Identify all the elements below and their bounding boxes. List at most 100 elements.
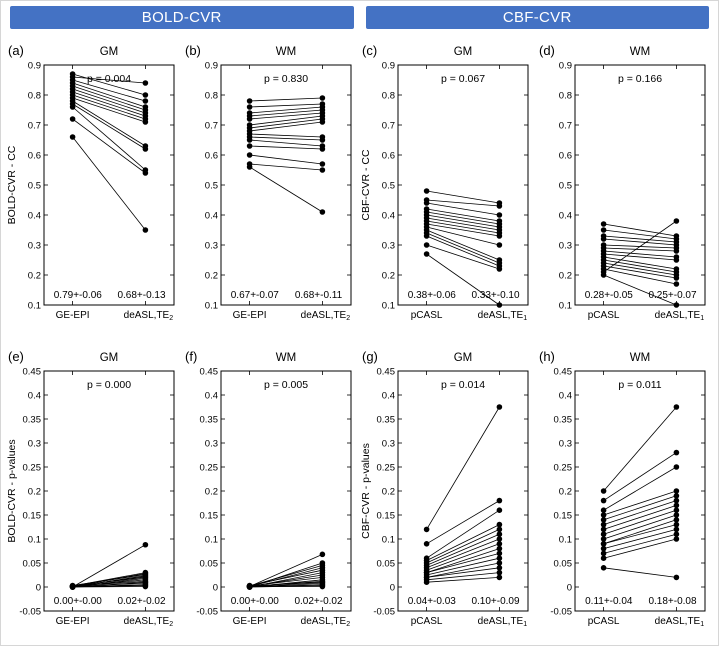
- p-value-label: p = 0.011: [618, 379, 661, 391]
- subject-line: [72, 82, 146, 108]
- data-point: [600, 521, 607, 528]
- panel-plot-g: (g) GM 0.45 0.4 0.35 0.3 0.25 0.2 0.15 0.1 0.05 0 -0…: [360, 349, 529, 628]
- subject-line: [603, 514, 677, 540]
- x-tick-label-right: deASL,TE1: [655, 310, 705, 322]
- data-point: [423, 200, 430, 206]
- x-tick-label-left: GE-EPI: [233, 616, 267, 627]
- subject-line: [249, 133, 323, 138]
- data-point: [246, 98, 253, 104]
- panels-grid: (a) GM 0.9 0.8 0.7 0.6 0.5 0.4 0.3 0.2 0.1 p = 0.00…: [1, 29, 718, 635]
- data-point: [673, 248, 680, 254]
- data-point: [246, 152, 253, 158]
- x-tick-label-right: deASL,TE2: [124, 616, 174, 628]
- y-tick-label: 0.3: [382, 240, 395, 251]
- stat-left: 0.38+-0.06: [408, 290, 457, 301]
- data-point: [423, 251, 430, 257]
- subject-line: [72, 88, 146, 114]
- data-point: [673, 574, 680, 581]
- subject-line: [426, 232, 500, 264]
- y-tick-label: 0.2: [28, 270, 41, 281]
- data-point: [423, 188, 430, 194]
- data-point: [673, 275, 680, 281]
- p-value-label: p = 0.067: [441, 73, 485, 85]
- subject-line: [426, 548, 500, 573]
- data-point: [246, 137, 253, 143]
- subject-line: [603, 466, 677, 511]
- p-value-label: p = 0.005: [264, 379, 308, 391]
- y-tick-label: 0.45: [377, 366, 396, 377]
- stat-right: 0.33+-0.10: [471, 290, 520, 301]
- y-tick-label: 0.9: [382, 60, 395, 71]
- subject-line: [603, 533, 677, 554]
- panel-title: GM: [454, 46, 473, 58]
- y-tick-label: 0.45: [200, 366, 219, 377]
- data-point: [142, 583, 149, 590]
- p-value-label: p = 0.000: [87, 379, 131, 391]
- p-value-label: p = 0.014: [441, 379, 485, 391]
- subject-line: [426, 199, 500, 207]
- data-point: [319, 95, 326, 101]
- stat-right: 0.25+-0.07: [648, 290, 697, 301]
- subject-line: [426, 211, 500, 225]
- data-point: [496, 233, 503, 239]
- stat-right: 0.10+-0.09: [471, 596, 520, 607]
- subject-line: [72, 580, 146, 587]
- data-point: [600, 541, 607, 547]
- subject-line: [249, 163, 323, 171]
- data-point: [423, 579, 430, 585]
- y-tick-label: 0.6: [382, 150, 395, 161]
- y-tick-label: 0: [390, 582, 395, 593]
- subject-line: [426, 229, 500, 261]
- subject-line: [72, 73, 146, 96]
- subject-line: [426, 562, 500, 578]
- data-point: [142, 146, 149, 152]
- stat-right: 0.68+-0.13: [117, 290, 166, 301]
- subject-line: [72, 91, 146, 117]
- y-tick-label: 0.1: [205, 534, 218, 545]
- data-point: [673, 488, 680, 494]
- data-point: [319, 161, 326, 167]
- panel-letter: (f): [185, 349, 197, 364]
- subject-line: [603, 265, 677, 279]
- stat-right: 0.18+-0.08: [648, 596, 697, 607]
- y-tick-label: 0.05: [200, 558, 219, 569]
- panel-d: (d) WM 0.9 0.8 0.7 0.6 0.5 0.4 0.3 0.2 0.1 p = 0.16…: [537, 37, 713, 329]
- data-point: [496, 242, 503, 248]
- y-tick-label: 0.9: [205, 60, 218, 71]
- panel-plot-h: (h) WM 0.45 0.4 0.35 0.3 0.25 0.2 0.15 0.1 0.05 0 -0…: [539, 349, 706, 628]
- panel-letter: (h): [539, 349, 555, 364]
- y-tick-label: 0.5: [205, 180, 218, 191]
- subject-line: [603, 247, 677, 252]
- panel-letter: (b): [185, 43, 201, 58]
- y-tick-label: 0.2: [28, 486, 41, 497]
- axes-box: [43, 370, 175, 612]
- group-header-cbf-cvr: CBF-CVR: [365, 6, 709, 29]
- x-tick-label-left: GE-EPI: [56, 616, 90, 627]
- y-tick-label: 0.6: [559, 150, 572, 161]
- subject-line: [603, 529, 677, 549]
- group-headers: BOLD-CVR CBF-CVR: [1, 1, 718, 29]
- axes-box: [574, 370, 706, 612]
- subject-line: [72, 76, 146, 84]
- y-tick-label: 0.3: [28, 438, 41, 449]
- data-point: [423, 242, 430, 248]
- y-axis-label: CBF-CVR - CC: [360, 149, 372, 221]
- subject-line: [426, 538, 500, 569]
- panel-plot-d: (d) WM 0.9 0.8 0.7 0.6 0.5 0.4 0.3 0.2 0.1 p = 0.16…: [539, 43, 706, 322]
- data-point: [142, 227, 149, 233]
- subject-line: [72, 136, 146, 231]
- subject-line: [249, 106, 323, 114]
- x-tick-label-left: pCASL: [588, 616, 620, 627]
- y-tick-label: 0: [36, 582, 41, 593]
- subject-line: [603, 490, 677, 516]
- stat-left: 0.04+-0.03: [408, 596, 457, 607]
- data-point: [69, 104, 76, 110]
- y-tick-label: 0.3: [559, 438, 572, 449]
- axes-box: [574, 64, 706, 306]
- subject-line: [426, 244, 500, 270]
- panel-title: WM: [630, 352, 650, 364]
- y-tick-label: 0.7: [28, 120, 41, 131]
- y-tick-label: 0.7: [559, 120, 572, 131]
- x-tick-label-left: GE-EPI: [56, 310, 90, 321]
- y-tick-label: 0.15: [200, 510, 219, 521]
